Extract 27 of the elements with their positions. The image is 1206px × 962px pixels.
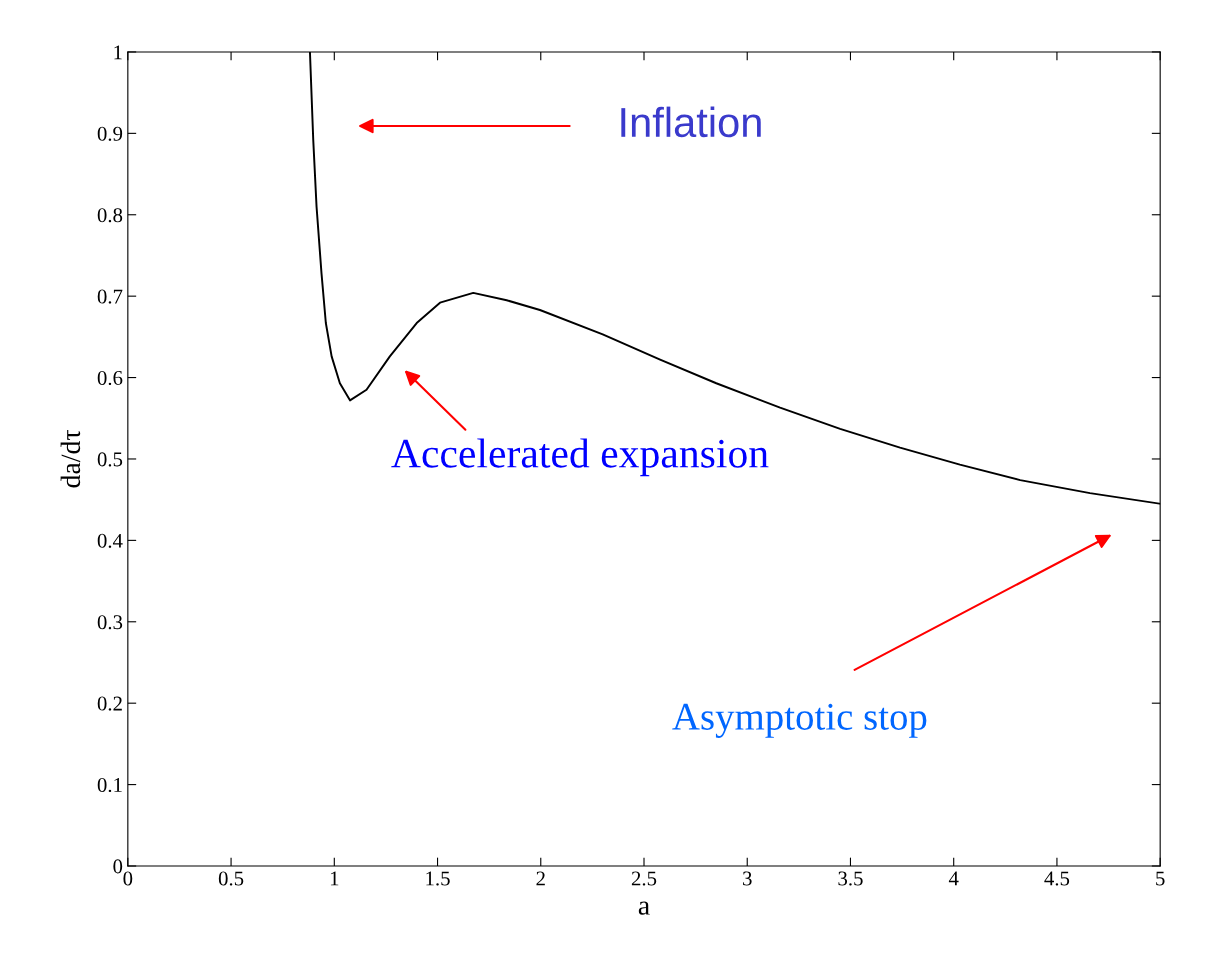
x-tick-label: 4.5 bbox=[1044, 871, 1070, 886]
x-tick-label: 0.5 bbox=[218, 871, 244, 886]
x-tick-label: 4 bbox=[948, 871, 959, 886]
y-tick-label: 0 bbox=[113, 859, 123, 874]
x-tick-label: 2.5 bbox=[631, 871, 657, 886]
x-tick-label: 1.5 bbox=[426, 871, 450, 886]
x-axis-title: a bbox=[638, 901, 650, 915]
y-tick-label: 0.6 bbox=[97, 370, 123, 386]
x-tick-label: 1 bbox=[330, 871, 339, 886]
y-axis-title: da/dτ bbox=[60, 430, 81, 488]
y-tick-label: 0.8 bbox=[97, 208, 123, 223]
y-tick-label: 0.9 bbox=[97, 126, 123, 141]
y-tick-label: 0.7 bbox=[97, 289, 123, 304]
y-tick-label: 1 bbox=[114, 45, 122, 60]
x-tick-label: 3.5 bbox=[838, 871, 863, 886]
y-tick-label: 0.1 bbox=[97, 777, 122, 793]
y-tick-label: 0.2 bbox=[97, 696, 122, 711]
annotation: Asymptotic stop bbox=[672, 703, 927, 738]
x-tick-label: 2 bbox=[536, 871, 545, 886]
y-tick-label: 0.3 bbox=[97, 615, 123, 630]
y-tick-label: 0.5 bbox=[97, 452, 123, 467]
annotation: Inflation bbox=[621, 106, 761, 138]
x-tick-label: 5 bbox=[1156, 871, 1165, 886]
annotation: Accelerated expansion bbox=[391, 438, 769, 477]
x-tick-label: 3 bbox=[743, 871, 752, 886]
y-tick-label: 0.4 bbox=[97, 533, 123, 548]
x-tick-label: 0 bbox=[123, 871, 133, 886]
